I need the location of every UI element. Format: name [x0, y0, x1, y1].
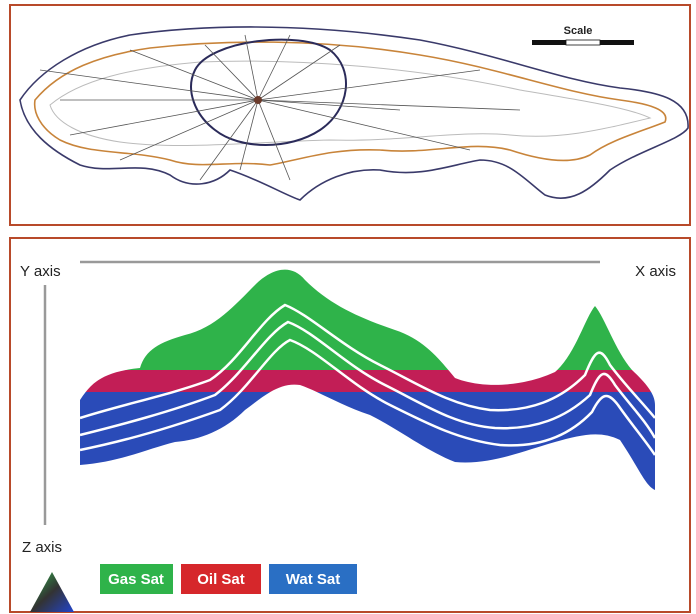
- y-axis-label: Y axis: [20, 263, 61, 280]
- z-axis-label: Z axis: [22, 539, 62, 556]
- x-axis-label: X axis: [635, 263, 676, 280]
- figure: Scale Y axis X axis Z axis Gas Sat Oil S…: [0, 0, 696, 614]
- legend-label: Wat Sat: [286, 571, 340, 588]
- map-panel: [10, 5, 690, 225]
- legend-label: Gas Sat: [108, 571, 164, 588]
- legend-label: Oil Sat: [197, 571, 245, 588]
- scale-label: Scale: [564, 25, 593, 37]
